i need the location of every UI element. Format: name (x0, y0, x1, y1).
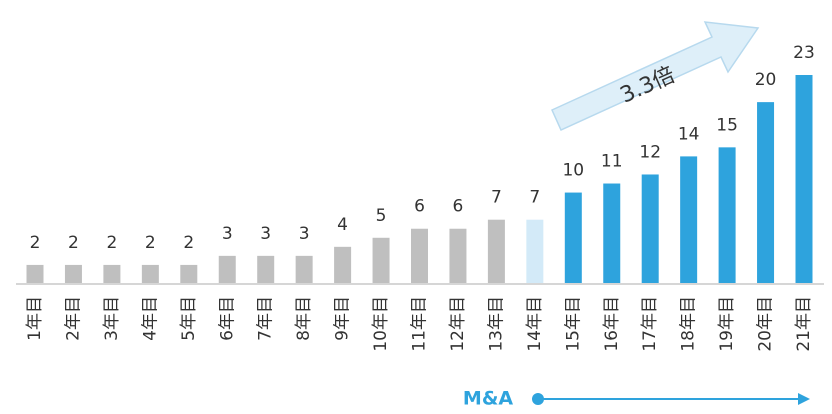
x-tick-label: 7年目 (256, 296, 276, 341)
data-label: 15 (716, 115, 738, 135)
bar (64, 264, 82, 283)
bar (564, 192, 582, 283)
x-tick-label: 1年目 (25, 296, 45, 341)
bar (372, 237, 390, 283)
x-tick-label: 16年目 (602, 296, 622, 352)
data-label: 12 (639, 142, 661, 162)
data-label: 2 (30, 233, 41, 253)
ma-range: M&A (463, 388, 810, 410)
growth-arrow: 3.3倍 (551, 21, 760, 131)
data-label: 2 (68, 233, 79, 253)
bar (718, 147, 736, 283)
data-label: 4 (337, 215, 348, 235)
bar (526, 219, 544, 283)
x-tick-label: 5年目 (179, 296, 199, 341)
bar (141, 264, 159, 283)
data-label: 3 (299, 224, 310, 244)
data-label: 2 (183, 233, 194, 253)
x-tick-label: 18年目 (679, 296, 699, 352)
x-tick-label: 8年目 (294, 296, 314, 341)
bar (641, 174, 659, 283)
x-tick-label: 9年目 (333, 296, 353, 341)
data-label: 5 (376, 206, 387, 226)
x-tick-label: 21年目 (794, 296, 814, 352)
bar (757, 102, 775, 283)
x-tick-label: 14年目 (525, 296, 545, 352)
data-label: 3 (260, 224, 271, 244)
bar (795, 75, 813, 283)
data-label: 23 (793, 43, 815, 63)
bar (180, 264, 198, 283)
data-label: 3 (222, 224, 233, 244)
ma-label: M&A (463, 388, 513, 410)
data-label: 7 (491, 188, 502, 208)
bar (449, 228, 467, 283)
x-tick-label: 10年目 (371, 296, 391, 352)
x-tick-label: 11年目 (410, 296, 430, 352)
data-label: 6 (453, 197, 464, 217)
x-tick-label: 4年目 (140, 296, 160, 341)
x-tick-label: 19年目 (717, 296, 737, 352)
x-tick-label: 6年目 (217, 296, 237, 341)
bar (257, 255, 275, 283)
data-label: 6 (414, 197, 425, 217)
data-label: 20 (755, 70, 777, 90)
bar (487, 219, 505, 283)
x-tick-label: 17年目 (640, 296, 660, 352)
data-label: 10 (562, 161, 584, 181)
x-tick-label: 2年目 (63, 296, 83, 341)
x-tick-label: 20年目 (756, 296, 776, 352)
bar (295, 255, 313, 283)
bar (334, 246, 352, 283)
data-label: 11 (601, 152, 623, 172)
data-label: 2 (106, 233, 117, 253)
bar (680, 156, 698, 283)
bar (103, 264, 121, 283)
data-label: 2 (145, 233, 156, 253)
bar (26, 264, 44, 283)
bar (603, 183, 621, 283)
data-label: 7 (529, 188, 540, 208)
x-tick-label: 13年目 (486, 296, 506, 352)
bar (411, 228, 428, 283)
x-tick-label: 3年目 (102, 296, 122, 341)
x-tick-label: 12年目 (448, 296, 468, 352)
x-tick-label: 15年目 (563, 296, 583, 352)
data-label: 14 (678, 124, 700, 144)
bar (218, 255, 236, 283)
